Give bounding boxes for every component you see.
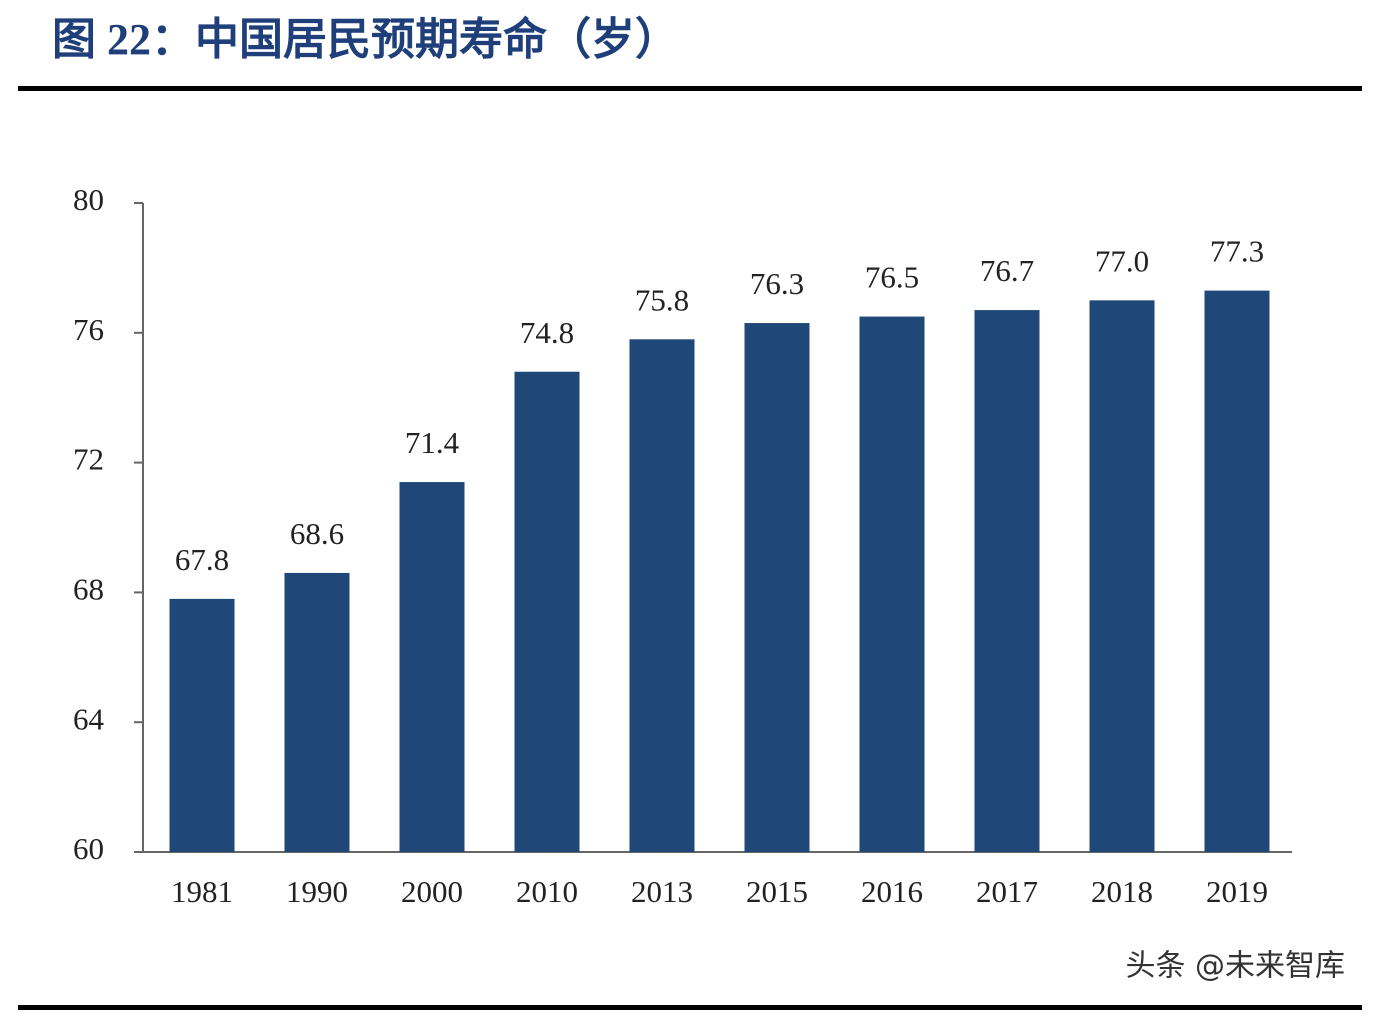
y-tick-label: 80 xyxy=(73,182,104,217)
value-label: 76.7 xyxy=(980,253,1034,288)
x-tick-label: 1981 xyxy=(171,874,233,909)
x-tick-label: 2016 xyxy=(861,874,923,909)
y-tick-label: 64 xyxy=(73,701,105,736)
y-tick-label: 68 xyxy=(73,572,104,607)
bar xyxy=(974,310,1040,853)
value-label: 68.6 xyxy=(290,516,344,551)
chart-title: 图 22：中国居民预期寿命（岁） xyxy=(52,14,679,64)
bar xyxy=(514,371,580,852)
bar xyxy=(284,572,350,852)
x-tick-label: 2000 xyxy=(401,874,463,909)
value-label: 76.3 xyxy=(750,266,804,301)
bar xyxy=(629,339,695,852)
value-label: 74.8 xyxy=(520,315,574,350)
x-tick-label: 2017 xyxy=(976,874,1038,909)
bar xyxy=(1204,290,1270,852)
x-tick-label: 1990 xyxy=(286,874,348,909)
x-tick-label: 2013 xyxy=(631,874,693,909)
bar xyxy=(744,323,810,852)
title-rule xyxy=(18,86,1362,91)
x-tick-label: 2015 xyxy=(746,874,808,909)
bar xyxy=(169,598,235,852)
value-label: 77.3 xyxy=(1210,234,1264,269)
bar xyxy=(399,482,465,852)
bar xyxy=(859,316,925,852)
bottom-rule xyxy=(18,1005,1362,1010)
y-tick-label: 72 xyxy=(73,442,104,477)
watermark: 头条 @未来智库 xyxy=(1125,949,1345,984)
value-label: 71.4 xyxy=(405,425,460,460)
value-label: 67.8 xyxy=(175,542,229,577)
y-tick-label: 60 xyxy=(73,831,104,866)
value-label: 76.5 xyxy=(865,260,919,295)
value-label: 75.8 xyxy=(635,282,689,317)
x-tick-label: 2019 xyxy=(1206,874,1268,909)
y-tick-label: 76 xyxy=(73,312,104,347)
bar xyxy=(1089,300,1155,853)
value-label: 77.0 xyxy=(1095,243,1149,278)
x-tick-label: 2010 xyxy=(516,874,578,909)
x-tick-label: 2018 xyxy=(1091,874,1153,909)
